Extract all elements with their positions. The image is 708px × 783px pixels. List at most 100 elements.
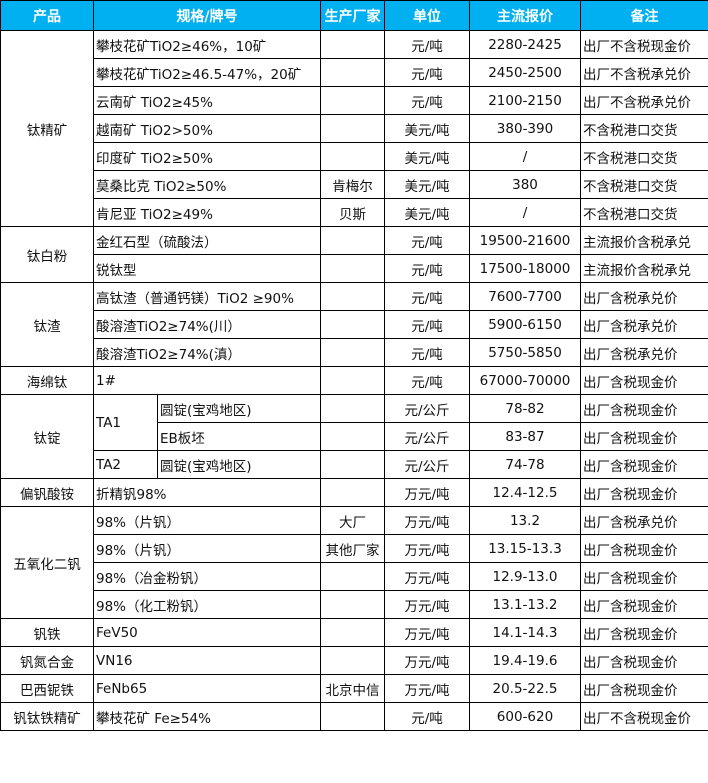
unit-cell: 美元/吨 [384, 142, 470, 171]
spec-cell: FeNb65 [93, 674, 321, 703]
producer-cell [320, 450, 385, 479]
unit-cell: 元/吨 [384, 310, 470, 339]
price-cell: 17500-18000 [469, 254, 581, 283]
table-row: 攀枝花矿TiO2≥46.5-47%，20矿 元/吨 2450-2500 出厂不含税承兑… [1, 58, 708, 87]
spec-cell: 1# [93, 366, 321, 395]
sub-spec-cell: EB板坯 [157, 422, 321, 451]
spec-cell: TA2 [93, 450, 158, 479]
note-cell: 主流报价含税承兑 [580, 254, 708, 283]
table-row: 钛锭 TA1 圆锭(宝鸡地区) 元/公斤 78-82 出厂含税现金价 [0, 394, 708, 479]
price-cell: 78-82 [469, 394, 581, 423]
table-row: 酸溶渣TiO2≥74%(滇） 元/吨 5750-5850 出厂含税承兑价 [1, 338, 708, 367]
product-cell: 钛白粉 [0, 226, 94, 283]
product-cell: 钛渣 [0, 282, 94, 367]
table-row: 巴西铌铁 FeNb65 北京中信 万元/吨 20.5-22.5 出厂含税现金价 [0, 674, 708, 703]
unit-cell: 万元/吨 [384, 562, 470, 591]
header-unit: 单位 [384, 0, 470, 31]
unit-cell: 万元/吨 [384, 618, 470, 647]
producer-cell [320, 282, 385, 311]
unit-cell: 万元/吨 [384, 534, 470, 563]
sub-spec-cell: 圆锭(宝鸡地区) [157, 450, 321, 479]
producer-cell: 肯梅尔 [320, 170, 385, 199]
spec-cell: 98%（化工粉钒） [93, 590, 321, 619]
table-row: 云南矿 TiO2≥45% 元/吨 2100-2150 出厂不含税承兑价 [1, 86, 708, 115]
price-cell: 600-620 [469, 702, 581, 731]
spec-cell: 98%（片钒） [93, 506, 321, 535]
price-cell: 5750-5850 [469, 338, 581, 367]
spec-cell: 高钛渣（普通钙镁）TiO2 ≥90% [93, 282, 321, 311]
note-cell: 出厂不含税现金价 [580, 702, 708, 731]
spec-cell: 攀枝花矿 Fe≥54% [93, 702, 321, 731]
price-cell: 7600-7700 [469, 282, 581, 311]
table-body: 钛精矿 攀枝花矿TiO2≥46%，10矿 元/吨 2280-2425 出厂不含税现金价攀… [0, 30, 708, 731]
product-cell: 五氧化二钒 [0, 506, 94, 619]
spec-cell: 印度矿 TiO2≥50% [93, 142, 321, 171]
table-row: 五氧化二钒 98%（片钒） 大厂 万元/吨 13.2 出厂含税承兑价 [0, 506, 708, 619]
price-cell: 67000-70000 [469, 366, 581, 395]
producer-cell [320, 562, 385, 591]
product-cell: 偏钒酸铵 [0, 478, 94, 507]
unit-cell: 元/吨 [384, 254, 470, 283]
spec-cell: 折精钒98% [93, 478, 321, 507]
note-cell: 出厂含税现金价 [580, 394, 708, 423]
spec-cell: 攀枝花矿TiO2≥46%，10矿 [93, 30, 321, 59]
table-row: 98%（片钒） 其他厂家 万元/吨 13.15-13.3 出厂含税现金价 [1, 534, 708, 563]
note-cell: 出厂含税现金价 [580, 618, 708, 647]
price-cell: 380 [469, 170, 581, 199]
table-row: 印度矿 TiO2≥50% 美元/吨 / 不含税港口交货 [1, 142, 708, 171]
producer-cell [320, 226, 385, 255]
producer-cell: 北京中信 [320, 674, 385, 703]
spec-cell: 98%（冶金粉钒） [93, 562, 321, 591]
header-price: 主流报价 [469, 0, 581, 31]
note-cell: 出厂含税现金价 [580, 562, 708, 591]
price-cell: / [469, 142, 581, 171]
price-cell: 20.5-22.5 [469, 674, 581, 703]
unit-cell: 万元/吨 [384, 590, 470, 619]
unit-cell: 元/吨 [384, 702, 470, 731]
unit-cell: 万元/吨 [384, 506, 470, 535]
table-row: 海绵钛 1# 元/吨 67000-70000 出厂含税现金价 [0, 366, 708, 395]
price-cell: 13.1-13.2 [469, 590, 581, 619]
producer-cell: 其他厂家 [320, 534, 385, 563]
header-row: 产品 规格/牌号 生产厂家 单位 主流报价 备注 [0, 0, 708, 31]
unit-cell: 元/公斤 [384, 394, 470, 423]
spec-cell: 98%（片钒） [93, 534, 321, 563]
producer-cell: 大厂 [320, 506, 385, 535]
price-table: 产品 规格/牌号 生产厂家 单位 主流报价 备注 钛精矿 攀枝花矿TiO2≥46%… [0, 0, 708, 731]
unit-cell: 元/公斤 [384, 422, 470, 451]
price-cell: 12.9-13.0 [469, 562, 581, 591]
table-row: 钒氮合金 VN16 万元/吨 19.4-19.6 出厂含税现金价 [0, 646, 708, 675]
price-cell: 2280-2425 [469, 30, 581, 59]
producer-cell [320, 646, 385, 675]
note-cell: 出厂含税现金价 [580, 674, 708, 703]
note-cell: 出厂含税承兑价 [580, 310, 708, 339]
spec-cell: 莫桑比克 TiO2≥50% [93, 170, 321, 199]
unit-cell: 元/吨 [384, 366, 470, 395]
price-cell: 13.2 [469, 506, 581, 535]
producer-cell [320, 254, 385, 283]
price-cell: 74-78 [469, 450, 581, 479]
note-cell: 出厂含税承兑价 [580, 282, 708, 311]
price-cell: 5900-6150 [469, 310, 581, 339]
table-row: 98%（化工粉钒） 万元/吨 13.1-13.2 出厂含税现金价 [1, 590, 708, 619]
note-cell: 出厂不含税承兑价 [580, 86, 708, 115]
producer-cell [320, 366, 385, 395]
producer-cell [320, 86, 385, 115]
producer-cell [320, 422, 385, 451]
note-cell: 出厂含税现金价 [580, 450, 708, 479]
table-row: 钒铁 FeV50 万元/吨 14.1-14.3 出厂含税现金价 [0, 618, 708, 647]
unit-cell: 元/吨 [384, 58, 470, 87]
producer-cell [320, 590, 385, 619]
product-cell: 巴西铌铁 [0, 674, 94, 703]
table-row: TA2 圆锭(宝鸡地区) 元/公斤 74-78 出厂含税现金价 [1, 450, 708, 479]
note-cell: 不含税港口交货 [580, 114, 708, 143]
note-cell: 出厂含税承兑价 [580, 338, 708, 367]
unit-cell: 万元/吨 [384, 674, 470, 703]
spec-cell: 酸溶渣TiO2≥74%(川） [93, 310, 321, 339]
note-cell: 不含税港口交货 [580, 170, 708, 199]
table-row: 越南矿 TiO2>50% 美元/吨 380-390 不含税港口交货 [1, 114, 708, 143]
note-cell: 出厂含税承兑价 [580, 506, 708, 535]
producer-cell [320, 30, 385, 59]
producer-cell: 贝斯 [320, 198, 385, 227]
table-row: 偏钒酸铵 折精钒98% 万元/吨 12.4-12.5 出厂含税现金价 [0, 478, 708, 507]
